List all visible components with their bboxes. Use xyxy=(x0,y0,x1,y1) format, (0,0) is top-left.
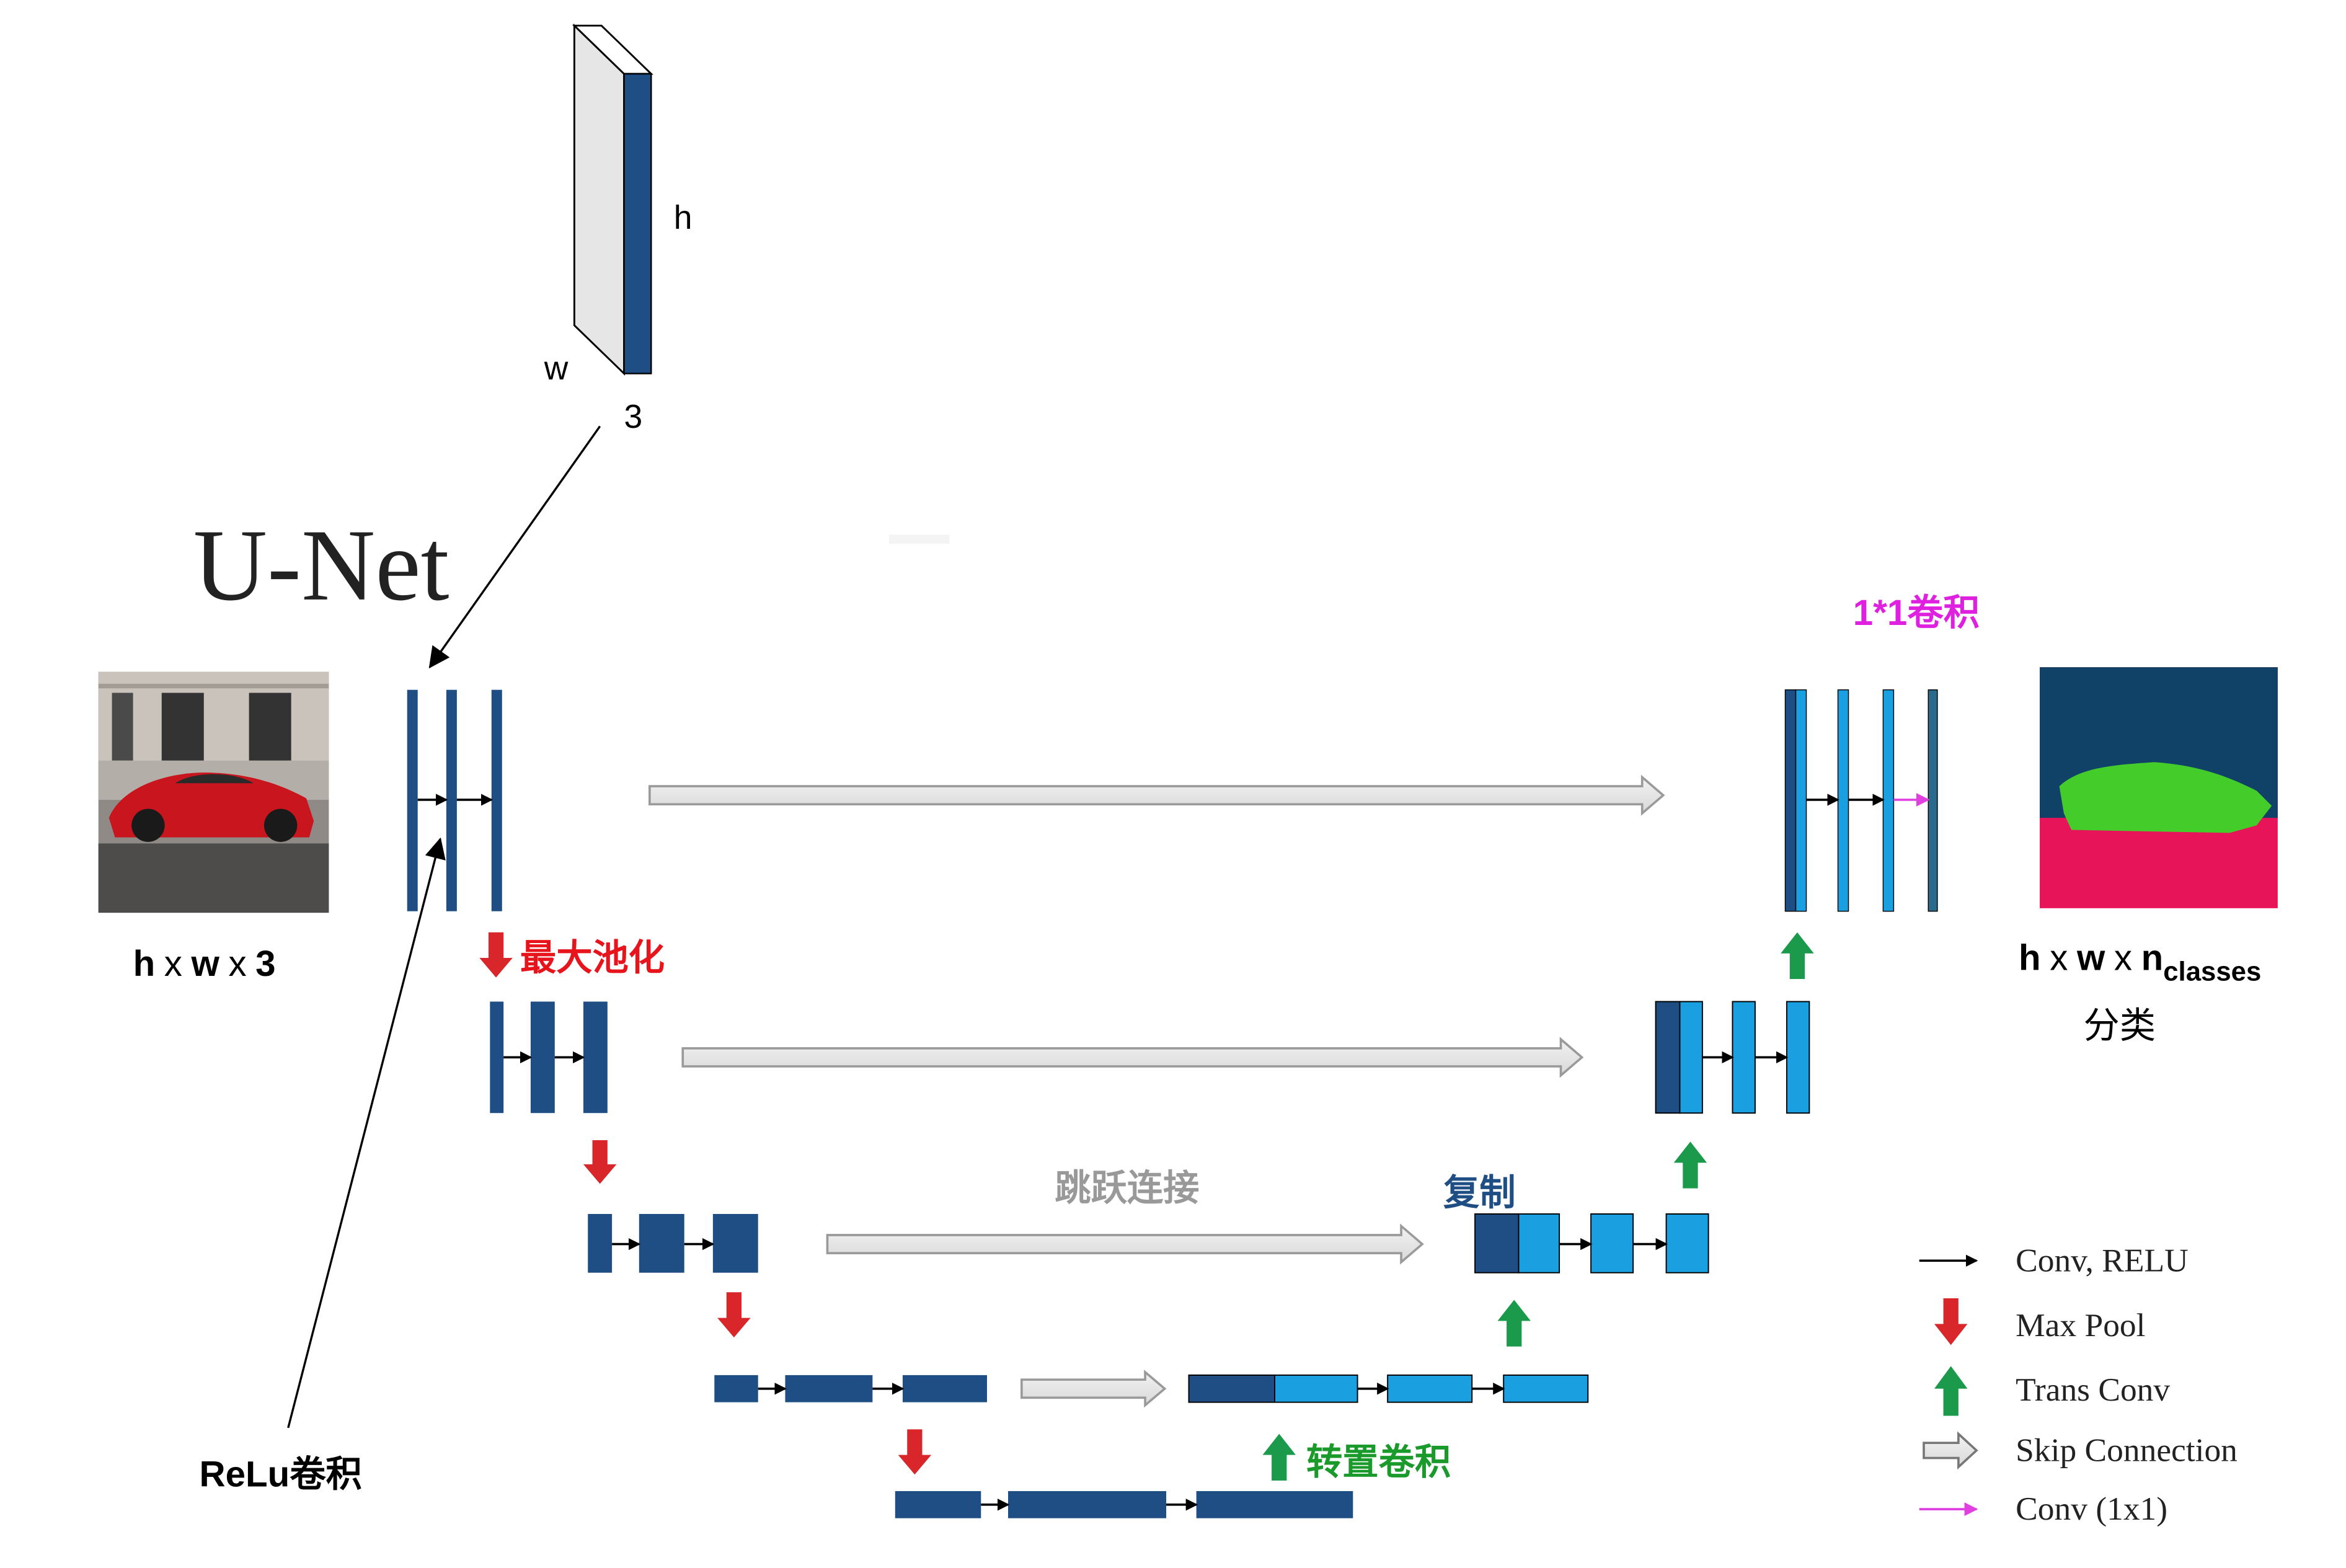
skip-connection-arrow xyxy=(1020,1370,1167,1408)
street xyxy=(98,843,329,913)
window-left xyxy=(161,693,204,761)
legend-label: Trans Conv xyxy=(2016,1371,2170,1408)
legend-label: Max Pool xyxy=(2016,1306,2145,1344)
copied-feature-block xyxy=(1474,1213,1520,1273)
feature-map-block xyxy=(491,689,502,911)
upsampled-feature-block xyxy=(1679,1001,1703,1114)
feature-map-block xyxy=(712,1213,758,1273)
copied-feature-block xyxy=(1784,689,1797,912)
input-image xyxy=(98,671,329,913)
feature-map-block xyxy=(1732,1001,1756,1114)
feature-map-block xyxy=(588,1213,613,1273)
feature-map-block xyxy=(1007,1490,1167,1518)
decor-smudge xyxy=(889,534,950,544)
legend-label: Skip Connection xyxy=(2016,1431,2238,1468)
feature-map-block xyxy=(530,1001,555,1114)
legend-label: Conv (1x1) xyxy=(2016,1490,2167,1527)
output-subtitle: 分类 xyxy=(2083,1006,2156,1046)
volume-h-label: h xyxy=(674,200,693,236)
feature-map-block xyxy=(895,1490,981,1518)
conv1x1-label: 1*1卷积 xyxy=(1853,593,1980,633)
transconv-arrow xyxy=(1781,932,1814,980)
legend-item-max-pool: Max Pool xyxy=(1934,1298,2145,1345)
transconv-label: 转置卷积 xyxy=(1306,1442,1451,1482)
feature-map-block xyxy=(714,1375,758,1402)
window-right xyxy=(249,693,291,761)
output-segmentation-image xyxy=(2040,667,2278,908)
volume-front-face xyxy=(573,23,625,376)
copy-label: 复制 xyxy=(1443,1172,1516,1213)
feature-map-block xyxy=(583,1001,608,1114)
legend-label: Conv, RELU xyxy=(2016,1241,2189,1278)
input-volume: h w 3 xyxy=(544,23,693,435)
output-feature-block xyxy=(1928,689,1938,912)
copied-feature-block xyxy=(1655,1001,1681,1114)
decoder-level-2 xyxy=(1655,1001,1810,1114)
feature-map-block xyxy=(1882,689,1895,912)
encoder-level-2 xyxy=(490,1001,608,1114)
feature-map-block xyxy=(1590,1213,1634,1273)
output-caption: h x w x nclasses xyxy=(2019,937,2261,986)
legend-item-conv-relu: Conv, RELU xyxy=(1919,1241,2189,1278)
decoder-level-3 xyxy=(1474,1213,1709,1273)
skip-connection-label: 跳跃连接 xyxy=(1055,1168,1199,1208)
feature-map-block xyxy=(1837,689,1849,912)
car-wheel-front xyxy=(131,808,165,842)
feature-map-block xyxy=(785,1375,873,1402)
feature-map-block xyxy=(490,1001,504,1114)
legend-item-conv-1x1: Conv (1x1) xyxy=(1919,1490,2167,1527)
legend-item-trans-conv: Trans Conv xyxy=(1934,1366,2170,1416)
skip-connection-arrow xyxy=(826,1223,1424,1265)
upsampled-feature-block xyxy=(1518,1213,1560,1273)
encoder-level-4 xyxy=(714,1375,987,1402)
green-up-arrow-icon xyxy=(1934,1366,1968,1416)
feature-map-block xyxy=(639,1213,684,1273)
volume-channel-face xyxy=(623,73,652,374)
transconv-arrow xyxy=(1673,1141,1707,1189)
car-wheel-rear xyxy=(263,808,298,842)
feature-map-block xyxy=(1196,1490,1353,1518)
feature-map-block xyxy=(1665,1213,1709,1273)
bottleneck-level xyxy=(895,1490,1353,1518)
skip-connection-arrow xyxy=(681,1037,1584,1078)
feature-map-block xyxy=(1387,1374,1473,1403)
diagram-title: U-Net xyxy=(193,508,449,622)
red-down-arrow-icon xyxy=(1934,1298,1968,1345)
maxpool-arrow xyxy=(479,932,513,978)
feature-map-block xyxy=(902,1375,987,1402)
legend-item-skip-connection: Skip Connection xyxy=(1923,1431,2238,1470)
volume-pointer-arrow xyxy=(428,425,601,669)
upsampled-feature-block xyxy=(1274,1374,1358,1403)
encoder-level-3 xyxy=(588,1213,758,1273)
relu-pointer-arrow xyxy=(287,837,446,1428)
volume-w-label: w xyxy=(544,350,569,387)
volume-channels-label: 3 xyxy=(624,399,643,435)
copied-feature-block xyxy=(1188,1374,1275,1403)
transconv-arrow xyxy=(1497,1300,1531,1347)
window-far-left xyxy=(112,693,133,761)
feature-map-block xyxy=(446,689,457,911)
building-cornice xyxy=(98,683,329,689)
car-window xyxy=(175,774,254,784)
upsampled-feature-block xyxy=(1795,689,1807,912)
feature-map-block xyxy=(407,689,418,911)
hollow-arrow-icon xyxy=(1923,1431,1978,1470)
decoder-level-1 xyxy=(1784,689,1938,912)
feature-map-block xyxy=(1503,1374,1589,1403)
maxpool-arrow xyxy=(898,1429,932,1475)
maxpool-label: 最大池化 xyxy=(520,937,665,978)
feature-map-block xyxy=(1786,1001,1810,1114)
maxpool-arrow xyxy=(583,1140,617,1184)
skip-connection-arrow xyxy=(648,774,1665,816)
encoder-level-1 xyxy=(407,689,502,911)
transconv-arrow xyxy=(1262,1433,1296,1481)
legend: Conv, RELU Max Pool Trans Conv Skip Conn… xyxy=(1919,1241,2238,1527)
segmentation-car-region xyxy=(2059,762,2272,833)
maxpool-arrow xyxy=(717,1292,751,1338)
decoder-level-4 xyxy=(1188,1374,1589,1403)
relu-conv-label: ReLu卷积 xyxy=(199,1455,361,1495)
